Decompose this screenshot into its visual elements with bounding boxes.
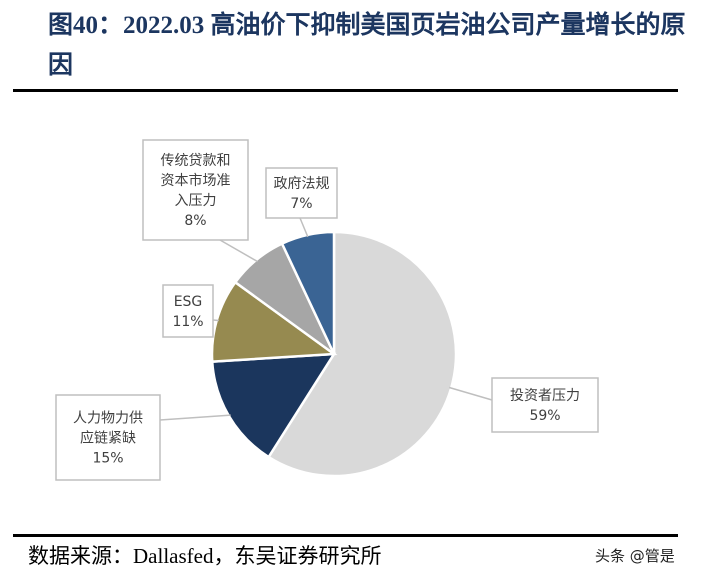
leader-line [159, 414, 231, 421]
data-label-box [142, 139, 249, 241]
pie-slice-1 [210, 352, 337, 459]
leader-line [299, 217, 309, 238]
data-label-box [491, 377, 599, 433]
slice-category-label: 资本市场准 [161, 172, 231, 189]
slice-percent-label: 59% [529, 408, 560, 424]
leader-line [449, 386, 493, 401]
data-label-box [265, 167, 338, 219]
slice-category-label: 传统贷款和 [161, 153, 231, 169]
data-label-box [162, 284, 214, 338]
slice-percent-label: 7% [290, 196, 312, 212]
slice-category-label: 政府法规 [274, 176, 330, 192]
slice-percent-label: 15% [92, 451, 123, 467]
slice-category-label: 入压力 [175, 193, 217, 209]
slice-category-label: 人力物力供 [73, 411, 143, 427]
slice-category-label: ESG [174, 294, 203, 310]
watermark: 头条 @管是 [595, 547, 675, 565]
figure-title: 图40：2022.03 高油价下抑制美国页岩油公司产量增长的原因 [48, 12, 686, 79]
slice-category-label: 投资者压力 [510, 388, 580, 404]
leader-line [212, 319, 219, 322]
top-rule [13, 89, 678, 92]
slice-percent-label: 11% [172, 314, 203, 330]
leader-line [219, 239, 258, 263]
slice-percent-label: 8% [184, 213, 206, 229]
data-label-box [55, 394, 161, 481]
source-note: 数据来源：Dallasfed，东吴证券研究所 [28, 544, 382, 568]
bottom-rule [13, 534, 678, 537]
slice-category-label: 应链紧缺 [80, 430, 136, 447]
